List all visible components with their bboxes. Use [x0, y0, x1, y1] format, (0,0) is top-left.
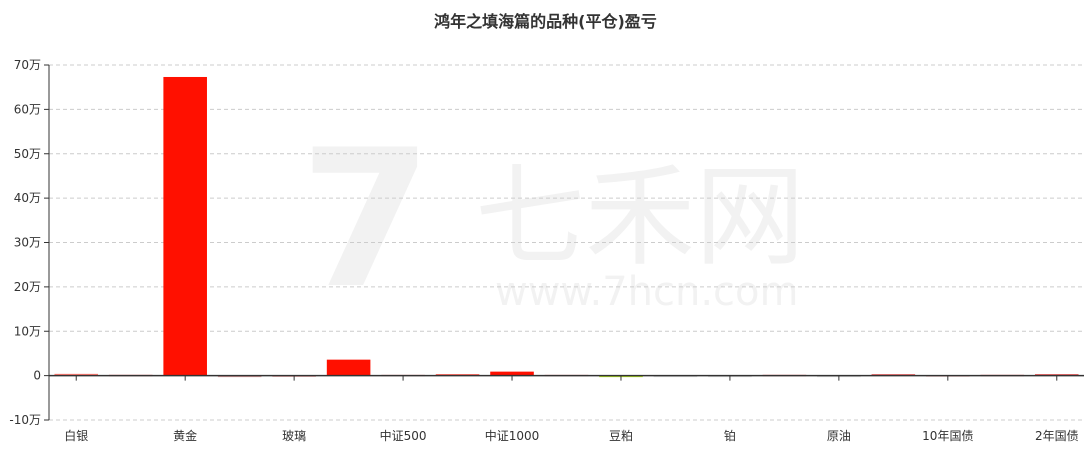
chart-title: 鸿年之填海篇的品种(平仓)盈亏 — [434, 12, 657, 31]
x-tick-label: 中证1000 — [485, 428, 540, 443]
y-tick-label: 30万 — [14, 236, 41, 250]
y-tick-label: 60万 — [14, 102, 41, 116]
x-tick-label: 10年国债 — [922, 429, 973, 443]
y-tick-label: 50万 — [14, 147, 41, 161]
watermark-logo: 7 — [300, 109, 432, 330]
watermark-url: www.7hcn.com — [495, 269, 798, 315]
x-tick-label: 中证500 — [380, 428, 427, 443]
x-tick-label: 玻璃 — [282, 429, 306, 443]
y-tick-label: 40万 — [14, 191, 41, 205]
y-tick-label: 10万 — [14, 324, 41, 338]
watermark-name: 七禾网 — [475, 153, 805, 281]
x-tick-label: 铂 — [724, 428, 736, 443]
bar — [54, 373, 99, 376]
x-tick-label: 原油 — [827, 429, 851, 443]
y-tick-label: 70万 — [14, 58, 41, 72]
x-tick-label: 白银 — [64, 428, 88, 443]
y-tick-label: -10万 — [9, 413, 41, 427]
bar — [490, 371, 534, 376]
x-tick-label: 2年国债 — [1035, 429, 1079, 443]
bar — [326, 359, 371, 376]
bar — [163, 76, 207, 376]
x-tick-label: 黄金 — [173, 428, 197, 443]
y-tick-label: 20万 — [14, 280, 41, 294]
y-tick-label: 0 — [33, 369, 41, 383]
watermark: 7 七禾网 www.7hcn.com — [300, 109, 805, 330]
x-tick-label: 豆粕 — [609, 428, 633, 443]
